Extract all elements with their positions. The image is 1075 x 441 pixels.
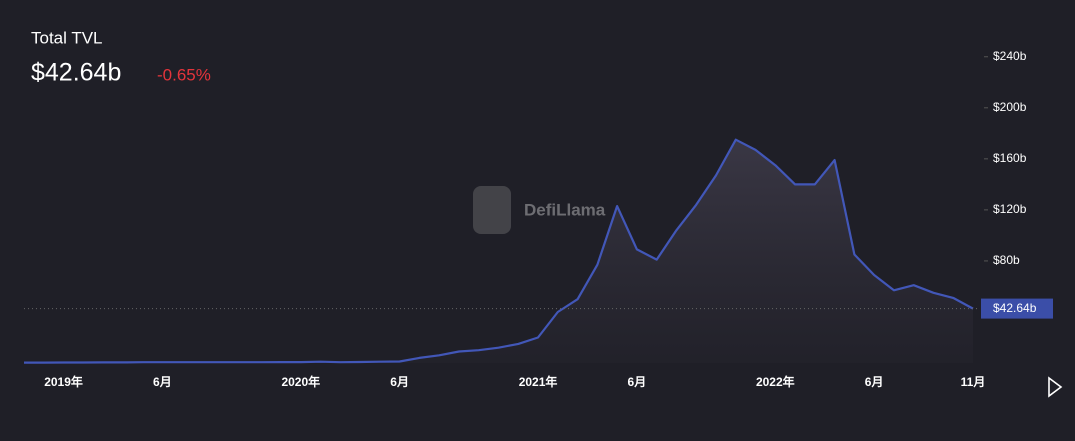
watermark: DefiLlama [473,186,606,234]
watermark-text: DefiLlama [524,200,606,219]
y-tick-label: $80b [993,253,1020,267]
y-tick-label: $160b [993,151,1027,165]
watermark-logo [473,186,511,234]
y-tick-label: $240b [993,49,1027,63]
x-tick-label: 6月 [153,375,172,389]
x-tick-label: 6月 [865,375,884,389]
chart-title: Total TVL [31,28,103,47]
x-tick-label: 2019年 [44,374,83,389]
x-tick-label: 6月 [628,375,647,389]
area-fill [24,139,973,363]
x-tick-label: 2021年 [519,374,558,389]
x-tick-label: 11月 [961,375,986,389]
play-button[interactable] [1048,376,1063,398]
tvl-line [24,138,974,364]
change: -0.65% [157,65,211,84]
x-tick-label: 2020年 [281,374,320,389]
last-value-tag [981,298,1053,319]
x-tick-label: 2022年 [756,374,795,389]
y-tick-label: $120b [993,202,1027,216]
last-value-label: $42.64b [993,301,1037,315]
headline-value: $42.64b [31,59,121,87]
x-tick-label: 6月 [390,375,409,389]
y-tick-label: $200b [993,100,1027,114]
